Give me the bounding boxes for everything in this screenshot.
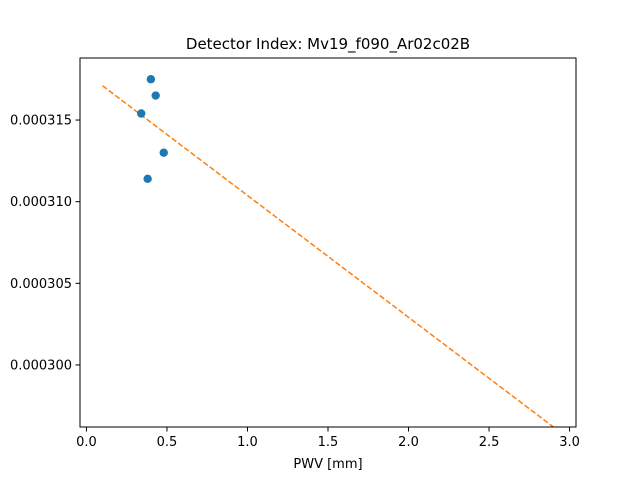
plot-frame	[79, 57, 577, 428]
x-tick-label: 0.5	[157, 435, 178, 450]
data-point	[143, 174, 152, 184]
y-axis: 0.000300 0.000305 0.000310 0.000315	[10, 114, 80, 373]
data-point	[146, 75, 156, 84]
fit-line	[102, 85, 554, 428]
x-axis-label: PWV [mm]	[293, 457, 362, 472]
y-tick-label: 0.000310	[10, 195, 72, 210]
x-tick-label: 0.0	[76, 435, 97, 450]
x-tick-label: 1.0	[237, 435, 258, 450]
x-tick-label: 2.5	[479, 435, 500, 450]
y-tick-label: 0.000315	[10, 114, 72, 129]
plot-marks	[102, 75, 554, 428]
data-point	[159, 148, 168, 157]
data-point	[136, 109, 146, 118]
x-tick-label: 2.0	[398, 435, 419, 450]
data-point	[151, 91, 160, 100]
y-tick-label: 0.000300	[10, 358, 72, 373]
x-axis: 0.0 0.5 1.0 1.5 2.0 2.5 3.0	[76, 427, 580, 450]
x-tick-label: 1.5	[318, 435, 339, 450]
chart-title: Detector Index: Mv19_f090_Ar02c02B	[186, 35, 470, 54]
y-tick-label: 0.000305	[10, 277, 72, 292]
x-tick-label: 3.0	[559, 435, 580, 450]
